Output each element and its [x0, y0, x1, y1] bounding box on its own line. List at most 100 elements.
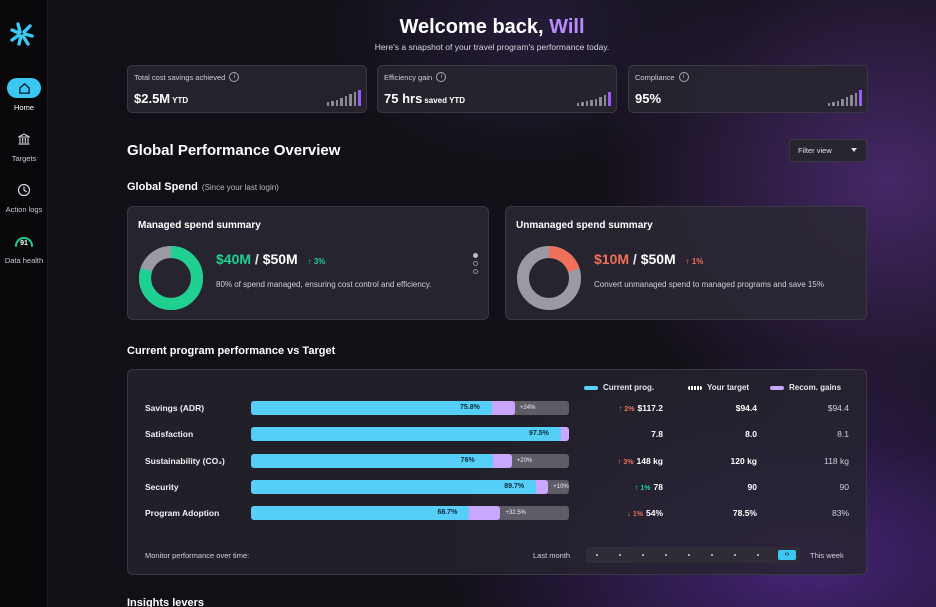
progress-track: 68.7% +32.5%	[251, 506, 569, 520]
change-pct: 3%	[623, 459, 634, 466]
current-value-text: 7.8	[651, 429, 663, 439]
kpi-value-text: 75 hrs	[384, 91, 423, 106]
legend-current: Current prog.	[584, 383, 654, 392]
timeline-handle-icon[interactable]: ‹›	[778, 550, 796, 560]
sidebar-item-data-health[interactable]: 91 Data health	[0, 231, 48, 265]
sidebar-item-label: Home	[13, 103, 34, 112]
pager-dot[interactable]	[473, 253, 478, 258]
current-value-text: 148 kg	[636, 456, 663, 466]
progress-track: 97.5%+3%	[251, 427, 569, 441]
donut-share-arc	[517, 246, 581, 310]
home-icon	[18, 82, 30, 94]
kpi-card-cost-savings: Total cost savings achieved i $2.5M YTD	[127, 65, 367, 113]
unmanaged-delta: ↑ 1%	[686, 257, 704, 266]
change-pct: 2%	[624, 406, 635, 413]
current-pct-label: 97.5%	[529, 430, 549, 437]
current-value-text: 54%	[645, 508, 663, 518]
sidebar-item-label: Action logs	[5, 205, 43, 214]
clock-icon	[17, 183, 31, 197]
kpi-label-text: Efficiency gain	[384, 72, 433, 82]
kpi-label-text: Compliance	[635, 72, 675, 82]
sidebar-item-home[interactable]: Home	[0, 78, 48, 112]
kpi-unit: YTD	[172, 96, 189, 105]
legend-current-label: Current prog.	[603, 383, 655, 392]
performance-row[interactable]: Sustainability (CO₂) 76% +20% ↑ 3% 148 kg 120 …	[127, 453, 867, 469]
current-progress-bar	[251, 401, 493, 415]
managed-donut-chart	[139, 246, 203, 310]
unmanaged-total: $50M	[640, 251, 676, 267]
timeline-tick	[734, 554, 736, 556]
current-value: ↓ 1% 54%	[587, 508, 663, 518]
target-value: $94.4	[735, 403, 757, 413]
pager-dot[interactable]	[473, 269, 478, 274]
kpi-value: 75 hrs saved YTD	[384, 91, 465, 106]
performance-title: Current program performance vs Target	[127, 345, 336, 357]
timeline-slider[interactable]: ‹›	[586, 547, 800, 563]
row-label: Satisfaction	[145, 429, 194, 439]
kpi-value-text: $2.5M	[134, 91, 171, 106]
timeline-end-label: This week	[810, 551, 844, 560]
target-value: 90	[747, 482, 757, 492]
row-label: Savings (ADR)	[145, 403, 205, 413]
unmanaged-spend-card: Unmanaged spend summary $10M / $50M ↑ 1%…	[505, 206, 867, 320]
managed-spend-card: Managed spend summary $40M / $50M ↑ 3% 8…	[127, 206, 489, 320]
global-spend-title: Global Spend (Since your last login)	[127, 181, 279, 193]
current-progress-bar	[251, 454, 493, 468]
unmanaged-donut-chart	[517, 246, 581, 310]
performance-row[interactable]: Program Adoption 68.7% +32.5% ↓ 1% 54% 78.5% 83…	[127, 505, 867, 521]
managed-amount: $40M	[216, 251, 252, 267]
pager-dot[interactable]	[473, 261, 478, 266]
kpi-label: Efficiency gain i	[384, 72, 447, 82]
kpi-value: $2.5M YTD	[134, 91, 188, 106]
welcome-heading: Welcome back, Will	[48, 16, 936, 39]
carousel-pager[interactable]	[473, 253, 478, 274]
info-icon[interactable]: i	[229, 72, 240, 82]
gain-label: +24%	[519, 405, 536, 411]
legend-swatch-target	[688, 385, 702, 390]
sidebar: Home Targets Action logs	[0, 0, 48, 607]
recommended-value: 83%	[831, 508, 849, 518]
clock-icon-wrap	[7, 180, 41, 200]
kpi-label-text: Total cost savings achieved	[134, 72, 226, 82]
managed-spend-title: Managed spend summary	[138, 220, 261, 231]
legend-target-label: Your target	[707, 383, 750, 392]
performance-row[interactable]: Satisfaction 97.5%+3% 7.8 8.0 8.1	[127, 426, 867, 442]
info-icon[interactable]: i	[678, 72, 689, 82]
arrow-up-icon: ↑	[617, 457, 622, 466]
gauge-icon: 91	[15, 237, 33, 247]
kpi-label: Compliance i	[635, 72, 689, 82]
change-pct: 1%	[640, 485, 651, 492]
gain-label: +32.5%	[505, 510, 526, 516]
sidebar-item-action-logs[interactable]: Action logs	[0, 180, 48, 214]
timeline-tick	[619, 554, 621, 556]
target-value: 8.0	[745, 429, 757, 439]
sidebar-item-label: Targets	[11, 154, 37, 163]
bank-icon	[18, 133, 30, 145]
monitor-label: Monitor performance over time:	[145, 551, 250, 560]
unmanaged-spend-description: Convert unmanaged spend to managed progr…	[594, 280, 824, 289]
recommended-value: $94.4	[827, 403, 849, 413]
overview-title: Global Performance Overview	[127, 142, 341, 159]
current-progress-bar	[251, 427, 562, 441]
current-value-text: 78	[653, 482, 663, 492]
unmanaged-spend-title: Unmanaged spend summary	[516, 220, 653, 231]
performance-row[interactable]: Security 89.7% +10% ↑ 1% 78 90 90	[127, 479, 867, 495]
value-separator: /	[629, 251, 641, 267]
sidebar-item-targets[interactable]: Targets	[0, 129, 48, 163]
value-separator: /	[251, 251, 263, 267]
info-icon[interactable]: i	[436, 72, 447, 82]
since-last-login: (Since your last login)	[201, 183, 279, 192]
arrow-down-icon: ↓	[626, 509, 631, 518]
kpi-unit: saved YTD	[424, 96, 466, 105]
filter-view-dropdown[interactable]: Filter view	[789, 139, 867, 162]
performance-row[interactable]: Savings (ADR) 75.8% +24% ↑ 2% $117.2 $94.4 $94.…	[127, 400, 867, 416]
greeting-text: Welcome back,	[399, 16, 544, 38]
legend-recommended: Recom. gains	[770, 383, 841, 392]
kpi-card-efficiency: Efficiency gain i 75 hrs saved YTD	[377, 65, 617, 113]
legend-swatch-current	[584, 385, 598, 390]
timeline-tick	[596, 554, 598, 556]
brand-logo-icon[interactable]	[8, 20, 38, 48]
current-pct-label: 76%	[460, 457, 475, 464]
timeline-start-label: Last month	[533, 551, 571, 560]
current-value-text: $117.2	[637, 403, 663, 413]
